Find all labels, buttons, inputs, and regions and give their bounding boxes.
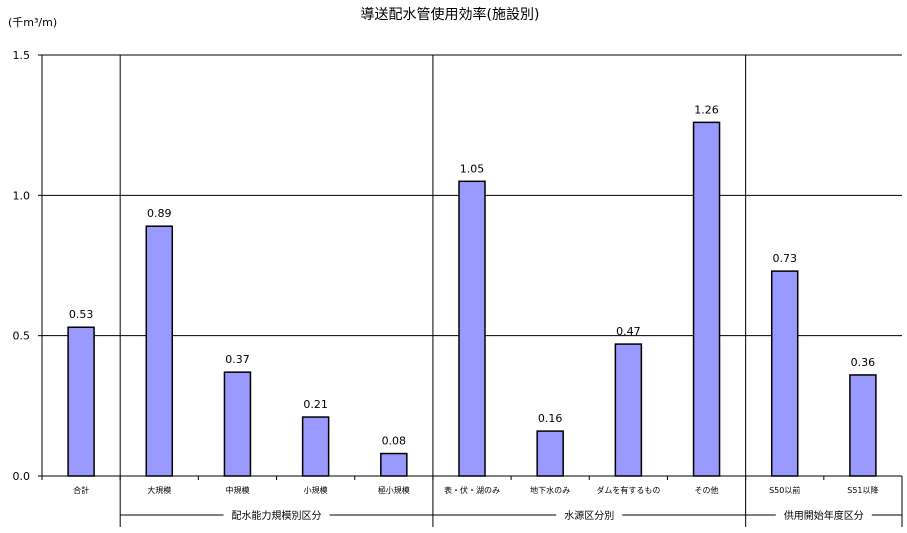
y-tick-labels: 0.0 0.5 1.0 1.5 [13,49,31,483]
category-label: 中規模 [225,485,249,495]
bar [223,371,252,477]
data-label: 0.47 [616,325,641,338]
category-label: その他 [695,485,719,495]
group-label: 供用開始年度区分 [784,509,864,522]
category-label: 表・伏・湖のみ [444,485,500,495]
bar [301,416,330,477]
data-label: 0.08 [382,435,407,448]
bar [380,452,408,477]
chart-title: 導送配水管使用効率(施設別) [361,6,540,23]
data-label: 0.21 [303,398,328,411]
bar [614,343,643,477]
data-label: 0.73 [772,252,797,265]
y-axis-unit-label: (千m³/m) [8,16,57,29]
bars [67,121,877,477]
y-tick-label: 1.5 [13,49,31,62]
y-tick-label: 0.0 [13,470,31,483]
bar [67,326,95,477]
category-label: 極小規模 [378,485,410,495]
data-label: 0.16 [538,412,563,425]
data-label: 1.05 [460,162,485,175]
data-label: 0.89 [147,207,172,220]
data-label: 0.53 [69,308,94,321]
data-label: 0.36 [851,356,876,369]
data-label: 1.26 [694,103,719,116]
bar [145,225,174,477]
category-label: S51以降 [847,485,878,495]
category-labels: 合計 大規模 中規模 小規模 極小規模 表・伏・湖のみ 地下水のみ ダムを有するもの その他 S5… [73,485,878,495]
bar [849,374,877,477]
data-labels: 0.53 0.89 0.37 0.21 0.08 1.05 0.16 0.47 1.26 0.73… [69,103,875,447]
category-label: 大規模 [147,485,171,495]
group-label: 配水能力規模別区分 [232,509,322,522]
group-label: 水源区分別 [564,509,614,522]
group-separators [119,55,903,527]
bar [692,121,721,477]
group-labels: 配水能力規模別区分 水源区分別 供用開始年度区分 [120,509,902,522]
category-label: 合計 [73,485,89,495]
category-label: 小規模 [304,485,328,495]
category-label: ダムを有するもの [596,485,660,495]
bar [536,430,564,477]
bar [458,180,486,477]
category-label: 地下水のみ [530,485,570,495]
y-tick-label: 0.5 [13,330,31,343]
y-tick-label: 1.0 [13,189,31,202]
category-label: S50以前 [769,485,800,495]
data-label: 0.37 [225,353,250,366]
bar [770,270,799,477]
